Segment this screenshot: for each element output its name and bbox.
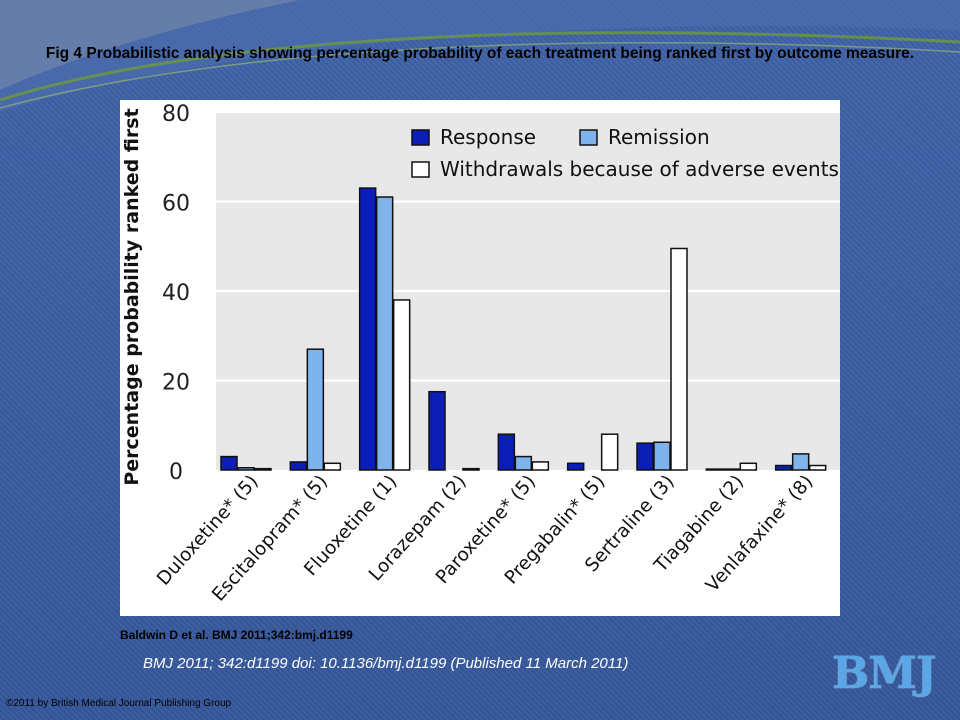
slide-title: Fig 4 Probabilistic analysis showing per… <box>45 45 915 62</box>
citation-full: BMJ 2011; 342:d1199 doi: 10.1136/bmj.d11… <box>143 655 629 672</box>
citation-short: Baldwin D et al. BMJ 2011;342:bmj.d1199 <box>120 628 353 642</box>
legend-swatch <box>579 129 598 146</box>
bar-withdrawals <box>739 462 758 471</box>
bar-remission <box>514 455 533 471</box>
bar-response <box>428 390 446 471</box>
bar-remission <box>237 467 255 471</box>
legend-label: Remission <box>608 125 710 149</box>
decorative-swoosh <box>0 0 960 112</box>
bar-withdrawals <box>670 247 688 471</box>
bar-withdrawals <box>462 467 480 471</box>
figure-panel: 0 20 40 60 80 Percentage probability ranked f… <box>120 100 840 616</box>
bar-remission <box>306 348 325 471</box>
bar-response <box>289 461 308 471</box>
bar-remission <box>722 468 741 471</box>
legend-swatch <box>411 129 430 146</box>
bar-withdrawals <box>392 299 411 471</box>
bar-withdrawals <box>254 467 272 471</box>
bar-response <box>636 442 654 471</box>
bar-response <box>497 433 516 471</box>
bar-response <box>220 455 238 471</box>
y-axis-label: Percentage probability ranked first <box>121 108 143 485</box>
bmj-logo-text: BMJ <box>832 648 937 699</box>
bar-response <box>566 462 585 471</box>
bar-chart: 0 20 40 60 80 Percentage probability ranked f… <box>121 102 840 606</box>
copyright-notice: ©2011 by British Medical Journal Publish… <box>6 698 232 709</box>
bar-response <box>705 468 724 471</box>
legend-label: Withdrawals because of adverse events <box>440 157 839 181</box>
bar-withdrawals <box>323 462 342 471</box>
bar-withdrawals <box>808 464 827 471</box>
y-tick-label: 0 <box>169 460 183 485</box>
y-tick-label: 60 <box>162 192 190 217</box>
y-tick-label: 40 <box>162 281 190 306</box>
legend-swatch <box>411 161 430 178</box>
bar-response <box>358 187 377 471</box>
bar-remission <box>791 453 810 471</box>
x-tick-label: Escitalopram* (5) <box>208 471 332 605</box>
y-tick-label: 20 <box>162 371 190 396</box>
bmj-logo: BMJ <box>832 646 937 706</box>
bar-response <box>774 464 793 471</box>
legend-label: Response <box>440 125 536 149</box>
bar-withdrawals <box>531 461 550 471</box>
bar-remission <box>653 441 671 471</box>
bar-withdrawals <box>600 433 619 471</box>
bar-remission <box>375 196 394 471</box>
y-tick-label: 80 <box>162 102 190 127</box>
